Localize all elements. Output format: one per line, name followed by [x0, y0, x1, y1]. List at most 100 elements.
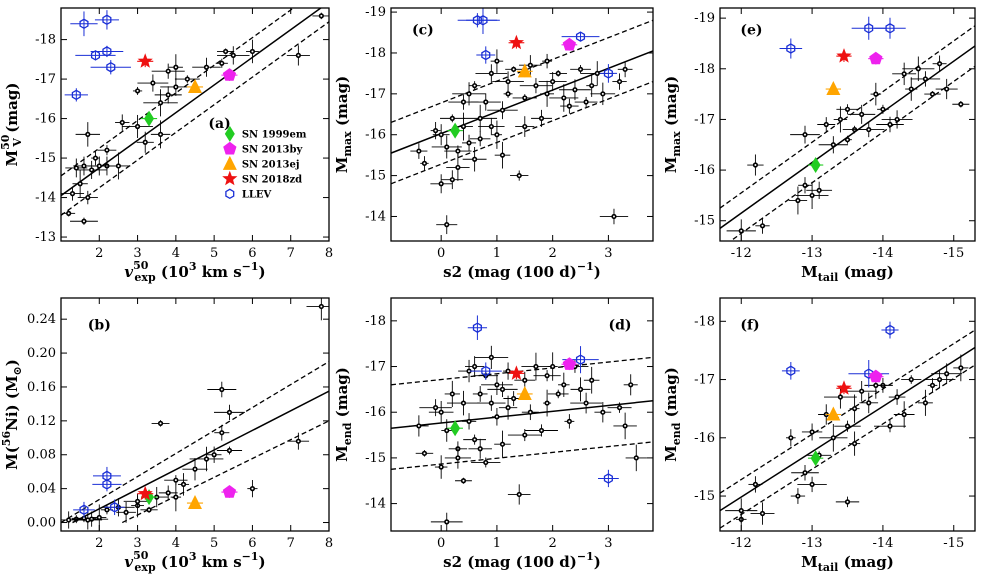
diamond-marker	[450, 122, 461, 139]
x-tick-label: 4	[172, 536, 180, 551]
data-point	[286, 45, 310, 66]
data-point	[817, 117, 836, 132]
data-marker-center	[568, 105, 571, 108]
data-point	[206, 446, 222, 463]
data-point	[560, 98, 579, 114]
data-point	[806, 181, 833, 199]
axes-frame	[390, 297, 654, 532]
legend-entry: SN 2013ej	[222, 155, 299, 170]
data-marker-center	[562, 96, 565, 99]
data-point	[877, 104, 889, 114]
data-marker-center	[468, 92, 471, 95]
data-point	[430, 512, 463, 531]
llev-marker	[79, 18, 89, 30]
data-marker-center	[846, 108, 849, 111]
data-marker-center	[523, 379, 526, 382]
panel-c: 0 1 2 3 -14 -15 -16 -17 -18 -19 (c) s2 (mag (100 d)…	[333, 5, 654, 281]
data-point	[834, 420, 861, 432]
data-marker-center	[136, 89, 139, 92]
llev-point	[874, 17, 906, 39]
data-marker-center	[167, 491, 170, 494]
panel-tag: (f)	[740, 317, 759, 333]
data-marker-center	[881, 108, 884, 111]
x-tick-label: 3	[604, 536, 612, 551]
x-axis-label: v50 exp (103 km s−1)	[124, 259, 265, 284]
data-marker-center	[98, 516, 101, 519]
data-point	[160, 78, 192, 96]
data-point	[91, 150, 100, 166]
data-marker-center	[917, 67, 920, 70]
data-marker-center	[71, 192, 74, 195]
data-point	[795, 181, 829, 209]
plot-area-e	[720, 16, 975, 241]
data-point	[910, 71, 941, 87]
y-axis-label: Mmax (mag)	[333, 76, 354, 173]
fit-line	[391, 50, 653, 154]
data-marker-center	[507, 370, 510, 373]
x-axis-label: Mtail (mag)	[801, 553, 894, 574]
data-point	[853, 121, 885, 138]
llev-point	[476, 46, 496, 64]
data-marker-center	[205, 66, 208, 69]
data-point	[625, 444, 647, 472]
data-point	[843, 135, 852, 144]
data-marker-center	[804, 133, 806, 136]
data-point	[570, 377, 591, 402]
legend-entry: LLEV	[225, 188, 272, 200]
data-point	[952, 101, 970, 108]
data-marker-center	[761, 224, 764, 227]
data-marker-center	[75, 166, 78, 169]
x-tick-label: 1	[493, 246, 501, 261]
data-marker-center	[86, 133, 89, 136]
data-marker-center	[440, 182, 443, 185]
data-point	[791, 464, 819, 481]
data-marker-center	[540, 117, 543, 120]
llev-point	[881, 321, 899, 339]
pentagon-marker	[222, 485, 237, 498]
data-point	[599, 208, 629, 225]
data-marker-center	[501, 443, 504, 446]
data-point	[846, 381, 878, 402]
data-marker-center	[811, 483, 814, 486]
data-marker-center	[579, 388, 582, 391]
data-marker-center	[174, 85, 177, 88]
data-point	[463, 434, 487, 445]
diamond-marker	[810, 450, 821, 467]
data-marker-center	[959, 103, 962, 106]
y-axis-label: Mend (mag)	[333, 367, 354, 462]
data-point	[143, 89, 178, 117]
special-sn-2013ej	[186, 78, 204, 93]
y-axis-label: M(56Ni) (M⊙)	[0, 359, 24, 470]
triangle-marker	[517, 63, 532, 78]
data-marker-center	[251, 50, 254, 53]
y-tick-label: -16	[35, 112, 56, 127]
x-tick-label: 8	[325, 536, 333, 551]
llev-point	[90, 60, 131, 75]
data-point	[574, 96, 598, 108]
data-marker-center	[456, 150, 459, 153]
data-marker-center	[811, 194, 814, 197]
data-marker-center	[832, 143, 835, 146]
data-marker-center	[557, 72, 560, 75]
data-point	[448, 94, 479, 110]
llev-marker	[481, 365, 491, 377]
data-point	[492, 71, 524, 92]
data-marker-center	[462, 125, 465, 128]
x-tick-label: 2	[95, 536, 103, 551]
data-point	[549, 70, 567, 77]
x-tick-label: -15	[943, 536, 964, 551]
data-point	[515, 116, 535, 137]
data-marker-center	[860, 113, 863, 116]
data-marker-center	[224, 50, 227, 53]
data-marker-center	[507, 92, 510, 95]
llev-point	[92, 466, 121, 485]
x-tick-label: 5	[210, 246, 218, 261]
data-point	[150, 120, 171, 149]
special-sn-2013by	[221, 485, 238, 498]
data-point	[70, 217, 98, 225]
data-marker-center	[896, 396, 899, 399]
y-tick-label: 0.16	[27, 380, 56, 395]
data-point	[462, 146, 487, 172]
data-point	[570, 65, 591, 74]
y-tick-label: 0.20	[27, 346, 56, 361]
